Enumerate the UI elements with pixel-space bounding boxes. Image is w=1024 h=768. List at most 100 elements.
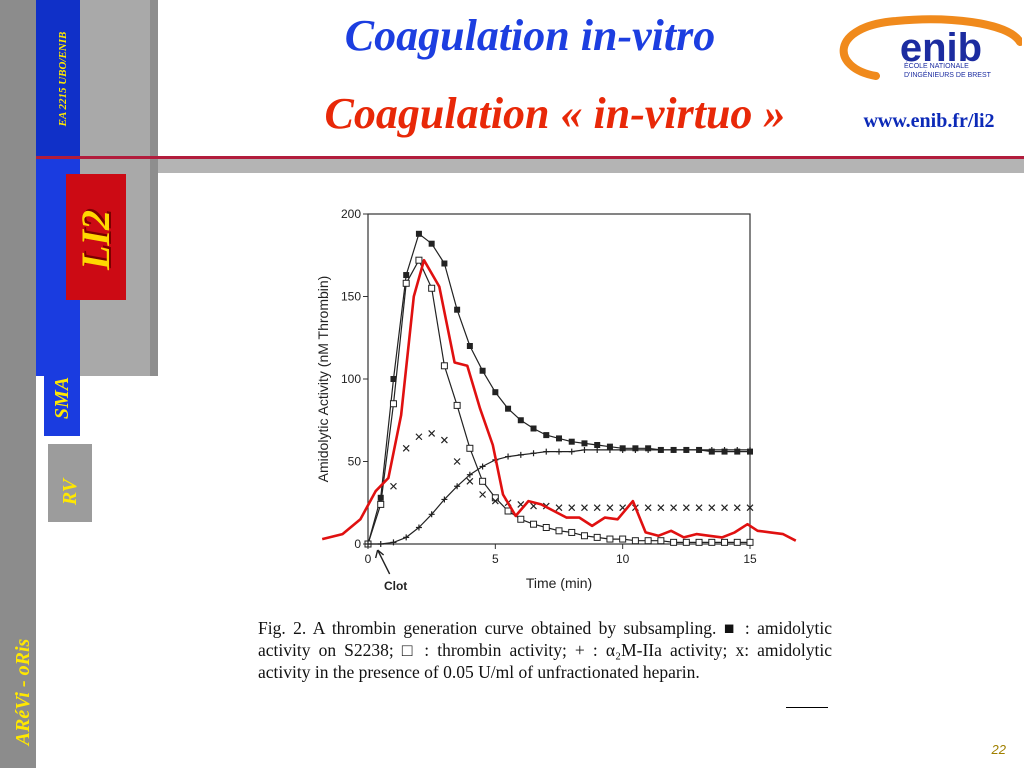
data-point-filled-square xyxy=(530,425,537,432)
team-label: LI2 xyxy=(73,210,118,270)
x-tick-label: 5 xyxy=(492,552,499,566)
data-point-open-square xyxy=(479,477,487,485)
data-point-filled-square xyxy=(415,230,422,237)
data-point-plus xyxy=(568,448,575,455)
data-point-plus xyxy=(683,446,690,453)
data-point-open-square xyxy=(708,538,716,546)
data-point-plus xyxy=(721,446,728,453)
x-tick-label: 15 xyxy=(743,552,757,566)
data-point-plus xyxy=(556,448,562,455)
data-point-open-square xyxy=(402,279,410,287)
data-point-plus xyxy=(594,446,601,453)
data-point-open-square xyxy=(644,537,652,545)
series-2 xyxy=(365,446,753,547)
data-point-filled-square xyxy=(403,272,410,279)
data-point-open-square xyxy=(542,524,550,531)
data-point-filled-square xyxy=(568,438,575,445)
sidebar-panel-shadow xyxy=(150,0,158,376)
data-point-x xyxy=(568,504,576,512)
data-point-open-square xyxy=(415,256,423,264)
data-point-filled-square xyxy=(466,343,473,349)
data-point-plus xyxy=(708,446,715,453)
data-point-open-square xyxy=(580,532,588,540)
data-point-open-square xyxy=(670,538,678,546)
data-point-x xyxy=(479,491,487,498)
sidebar-team-badge xyxy=(66,174,126,300)
project-label: ARéVi - oRis xyxy=(12,638,34,746)
x-axis-label: Time (min) xyxy=(526,575,592,591)
data-point-x xyxy=(733,504,741,512)
series-line xyxy=(367,259,750,545)
data-point-plus xyxy=(403,534,410,541)
clot-annotation: Clot xyxy=(384,579,407,593)
data-point-open-square xyxy=(606,535,614,543)
data-point-filled-square xyxy=(492,389,499,396)
x-tick-label: 10 xyxy=(616,552,630,566)
simulation-line xyxy=(321,258,797,542)
y-tick-label: 0 xyxy=(354,537,361,551)
data-point-plus xyxy=(428,511,435,518)
data-point-filled-square xyxy=(517,417,524,424)
data-point-open-square xyxy=(657,537,665,545)
data-point-open-square xyxy=(453,401,461,409)
series-3 xyxy=(390,430,754,512)
data-point-open-square xyxy=(377,500,385,508)
y-tick-label: 150 xyxy=(341,290,361,304)
data-point-plus xyxy=(505,453,512,460)
data-point-x xyxy=(746,504,754,512)
data-point-plus xyxy=(747,446,753,453)
data-point-open-square xyxy=(530,520,538,528)
data-point-x xyxy=(555,504,563,512)
sidebar-lab-band xyxy=(36,0,80,158)
data-point-plus xyxy=(390,539,397,546)
y-tick-label: 200 xyxy=(341,207,361,221)
data-point-plus xyxy=(377,541,384,547)
data-point-filled-square xyxy=(594,442,601,448)
data-point-x xyxy=(670,504,678,512)
data-point-x xyxy=(428,430,436,437)
data-point-x xyxy=(682,504,690,512)
data-point-open-square xyxy=(746,538,754,546)
data-point-open-square xyxy=(568,528,576,536)
data-point-filled-square xyxy=(390,376,397,382)
clot-arrow-icon xyxy=(374,549,391,575)
data-point-plus xyxy=(696,446,703,453)
caption-underline xyxy=(786,707,828,708)
data-point-plus xyxy=(657,446,664,453)
data-point-plus xyxy=(466,471,473,478)
data-point-open-square xyxy=(695,538,703,546)
lab-label: EA 2215 UBO/ENIB xyxy=(57,31,69,127)
slide-title: Coagulation in-vitro xyxy=(344,11,716,60)
header-divider xyxy=(36,156,1024,159)
data-point-open-square xyxy=(619,535,627,543)
data-point-plus xyxy=(734,446,741,453)
data-point-filled-square xyxy=(606,443,613,450)
data-point-open-square xyxy=(517,515,525,523)
data-point-plus xyxy=(365,541,371,547)
logo-subtitle-line1: ÉCOLE NATIONALE xyxy=(904,63,969,70)
data-point-open-square xyxy=(504,507,512,515)
series-4 xyxy=(321,258,797,542)
data-point-filled-square xyxy=(556,435,562,442)
series-0 xyxy=(365,230,753,547)
data-point-plus xyxy=(632,446,639,453)
data-point-plus xyxy=(543,448,550,455)
website-url: www.enib.fr/li2 xyxy=(863,110,995,132)
data-point-filled-square xyxy=(454,306,461,313)
data-point-open-square xyxy=(466,444,474,452)
data-point-x xyxy=(657,504,665,512)
data-point-plus xyxy=(454,483,461,490)
data-point-filled-square xyxy=(377,494,384,501)
header-divider-shadow xyxy=(158,159,1024,173)
data-point-open-square xyxy=(721,538,729,546)
data-point-plus xyxy=(441,496,448,503)
page-number: 22 xyxy=(991,742,1006,757)
data-point-plus xyxy=(517,451,524,458)
y-tick-label: 50 xyxy=(348,455,362,469)
data-point-x xyxy=(606,504,614,512)
data-point-plus xyxy=(645,446,652,453)
group2-label: RV xyxy=(59,478,81,506)
logo-wordmark: enib xyxy=(899,26,983,70)
data-point-open-square xyxy=(733,538,741,546)
data-point-x xyxy=(593,504,601,512)
